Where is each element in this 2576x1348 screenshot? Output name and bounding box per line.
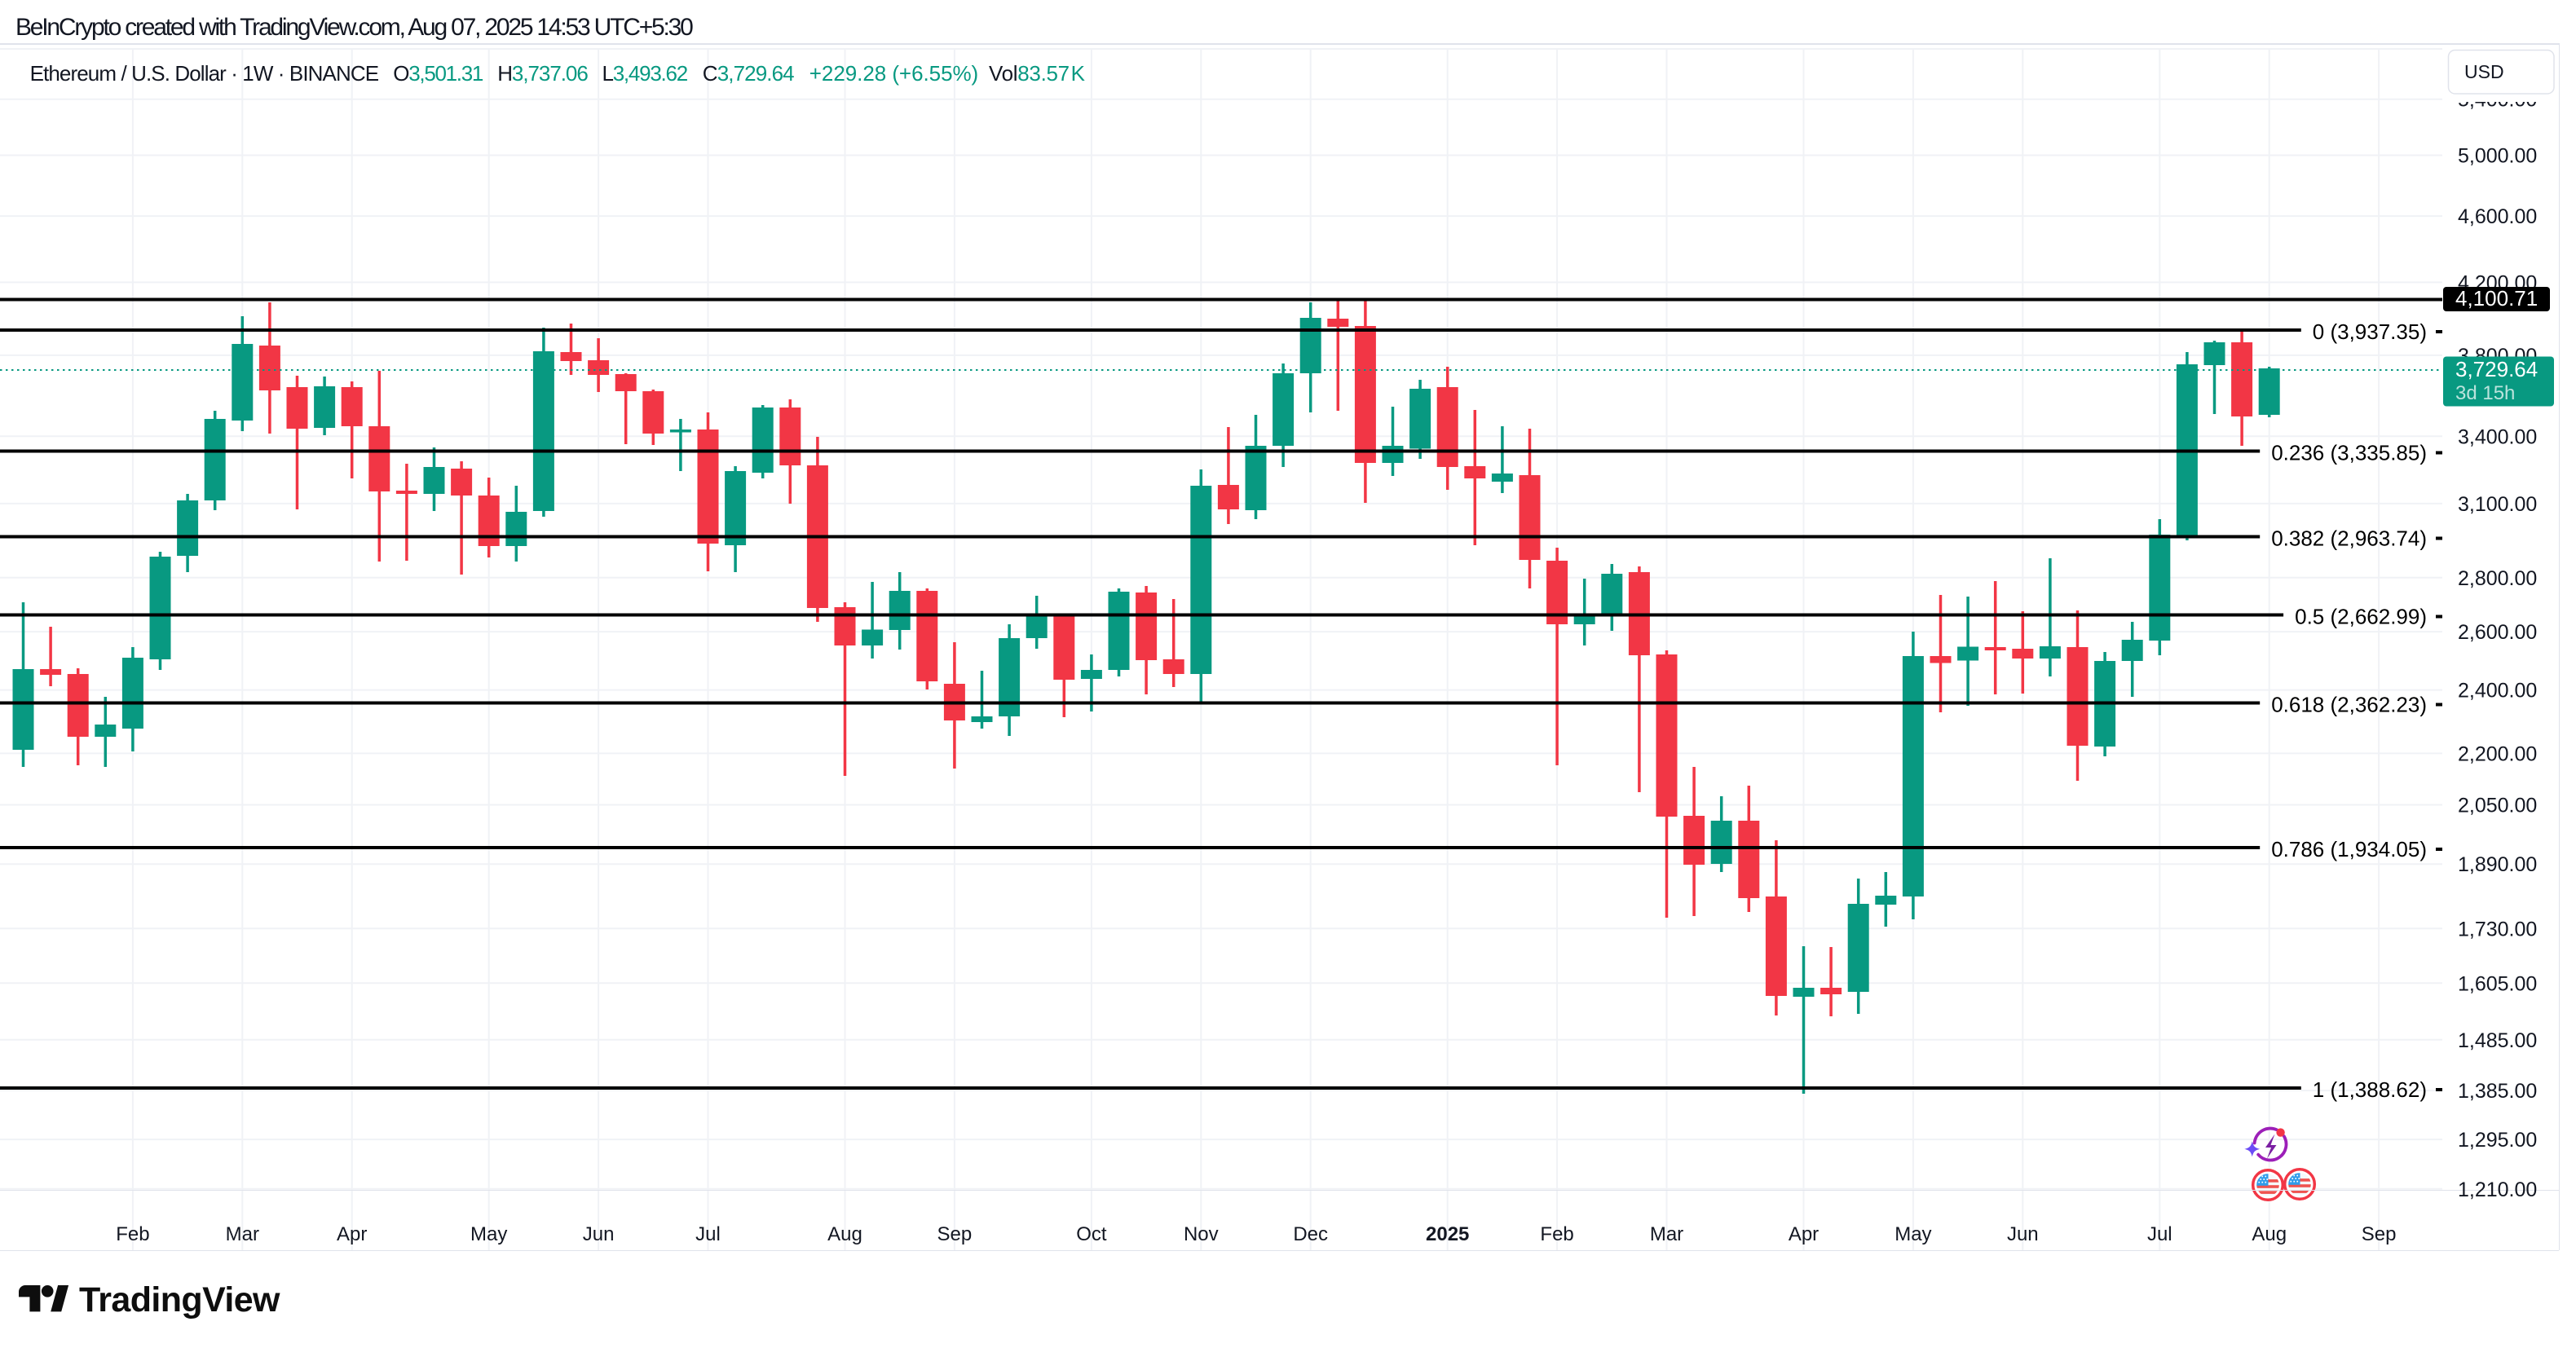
svg-text:0.5 (2,662.99): 0.5 (2,662.99) bbox=[2295, 605, 2427, 629]
svg-text:Feb: Feb bbox=[1540, 1223, 1573, 1245]
svg-text:2025: 2025 bbox=[1426, 1223, 1469, 1245]
svg-text:0 (3,937.35): 0 (3,937.35) bbox=[2313, 319, 2427, 344]
svg-text:Dec: Dec bbox=[1293, 1223, 1328, 1245]
svg-text:1,210.00: 1,210.00 bbox=[2458, 1178, 2537, 1201]
svg-text:0.382 (2,963.74): 0.382 (2,963.74) bbox=[2271, 526, 2427, 551]
svg-text:Mar: Mar bbox=[226, 1223, 259, 1245]
svg-text:Sep: Sep bbox=[937, 1223, 973, 1245]
svg-text:1,730.00: 1,730.00 bbox=[2458, 918, 2537, 941]
svg-text:1,295.00: 1,295.00 bbox=[2458, 1129, 2537, 1152]
svg-text:1 (1,388.62): 1 (1,388.62) bbox=[2313, 1077, 2427, 1102]
svg-text:1,385.00: 1,385.00 bbox=[2458, 1080, 2537, 1103]
svg-text:2,400.00: 2,400.00 bbox=[2458, 680, 2537, 703]
svg-text:0.236 (3,335.85): 0.236 (3,335.85) bbox=[2271, 441, 2427, 465]
svg-text:Apr: Apr bbox=[337, 1223, 367, 1245]
svg-text:2,200.00: 2,200.00 bbox=[2458, 742, 2537, 765]
svg-text:3,729.64: 3,729.64 bbox=[2455, 357, 2538, 381]
svg-text:4,600.00: 4,600.00 bbox=[2458, 205, 2537, 228]
svg-text:Mar: Mar bbox=[1650, 1223, 1683, 1245]
svg-text:May: May bbox=[470, 1223, 507, 1245]
svg-text:0.618 (2,362.23): 0.618 (2,362.23) bbox=[2271, 693, 2427, 717]
svg-text:1,890.00: 1,890.00 bbox=[2458, 853, 2537, 876]
svg-text:USD: USD bbox=[2464, 61, 2504, 82]
svg-text:Nov: Nov bbox=[1184, 1223, 1219, 1245]
svg-text:3,400.00: 3,400.00 bbox=[2458, 425, 2537, 448]
svg-text:Aug: Aug bbox=[2252, 1223, 2287, 1245]
svg-text:5,000.00: 5,000.00 bbox=[2458, 145, 2537, 168]
svg-text:Jun: Jun bbox=[583, 1223, 615, 1245]
svg-text:3,100.00: 3,100.00 bbox=[2458, 493, 2537, 516]
svg-text:Jul: Jul bbox=[2147, 1223, 2172, 1245]
svg-text:Apr: Apr bbox=[1789, 1223, 1819, 1245]
svg-text:Sep: Sep bbox=[2362, 1223, 2397, 1245]
svg-text:Jun: Jun bbox=[2007, 1223, 2039, 1245]
svg-text:May: May bbox=[1895, 1223, 1931, 1245]
svg-text:4,100.71: 4,100.71 bbox=[2455, 286, 2538, 311]
svg-text:Feb: Feb bbox=[116, 1223, 149, 1245]
svg-text:0.786 (1,934.05): 0.786 (1,934.05) bbox=[2271, 837, 2427, 861]
svg-text:Aug: Aug bbox=[827, 1223, 862, 1245]
svg-text:Jul: Jul bbox=[695, 1223, 721, 1245]
svg-text:2,050.00: 2,050.00 bbox=[2458, 795, 2537, 817]
svg-text:1,605.00: 1,605.00 bbox=[2458, 972, 2537, 995]
svg-text:3d 15h: 3d 15h bbox=[2455, 382, 2515, 404]
svg-text:TradingView: TradingView bbox=[79, 1280, 280, 1319]
svg-text:Oct: Oct bbox=[1076, 1223, 1107, 1245]
svg-text:2,800.00: 2,800.00 bbox=[2458, 567, 2537, 590]
svg-text:1,485.00: 1,485.00 bbox=[2458, 1029, 2537, 1052]
svg-text:2,600.00: 2,600.00 bbox=[2458, 621, 2537, 644]
